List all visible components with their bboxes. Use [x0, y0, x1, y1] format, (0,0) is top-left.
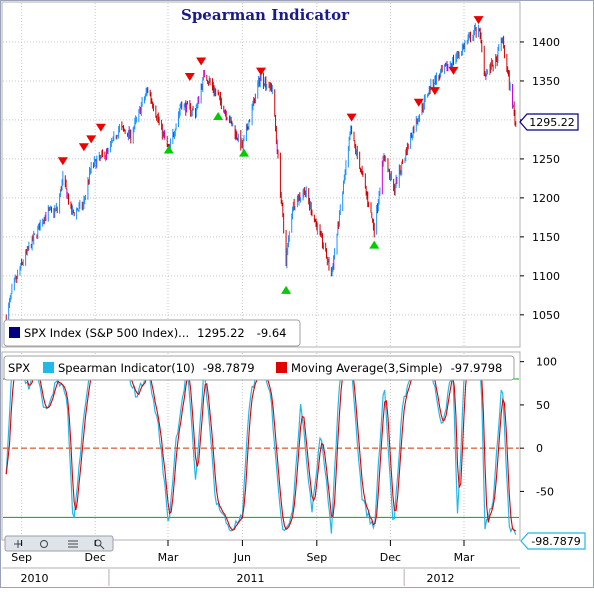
- price-legend-label: SPX Index (S&P 500 Index)... 1295.22 -9.64: [24, 326, 286, 340]
- price-legend[interactable]: SPX Index (S&P 500 Index)... 1295.22 -9.64: [3, 319, 301, 347]
- sell-signal-marker: [78, 143, 89, 152]
- price-y-axis: 14001350130012501200115011001050: [520, 36, 560, 322]
- oscillator-legend[interactable]: SPX Spearman Indicator(10) -98.7879 Movin…: [3, 355, 515, 381]
- x-axis: Sep Dec Mar Jun Sep Dec Mar 2010 2011 2012: [2, 540, 520, 586]
- sell-signal-marker: [196, 57, 207, 66]
- x-year-label: 2010: [21, 572, 49, 585]
- ma-legend-swatch: [276, 362, 287, 373]
- price-candles: [5, 23, 517, 325]
- move-icon[interactable]: [40, 540, 48, 548]
- x-year-label: 2012: [427, 572, 455, 585]
- buy-signal-marker: [163, 145, 174, 154]
- buy-signal-marker: [281, 285, 292, 294]
- sell-signal-marker: [473, 16, 484, 25]
- osc-y-tick-label: 0: [536, 442, 543, 455]
- spearman-legend-swatch: [43, 362, 54, 373]
- price-y-tick-label: 1350: [532, 75, 560, 88]
- sell-signal-marker: [448, 66, 459, 75]
- price-tag-shape: [519, 113, 579, 131]
- x-month-label: Sep: [306, 551, 327, 564]
- sell-signal-marker: [57, 157, 68, 166]
- sell-signal-marker: [429, 87, 440, 96]
- price-last-value-tag: 1295.22: [519, 113, 579, 131]
- x-month-label: Mar: [454, 551, 475, 564]
- sell-signal-marker: [86, 135, 97, 144]
- oscillator-legend-prefix: SPX: [8, 361, 30, 375]
- spearman-legend-label: Spearman Indicator(10) -98.7879: [58, 361, 255, 375]
- x-year-label: 2011: [236, 572, 264, 585]
- buy-signal-marker: [213, 112, 224, 121]
- price-y-tick-label: 1200: [532, 192, 560, 205]
- signal-markers: [57, 16, 484, 294]
- buy-signal-marker: [369, 240, 380, 249]
- price-y-tick-label: 1250: [532, 153, 560, 166]
- oscillator-legend-box: [3, 355, 515, 381]
- sell-signal-marker: [413, 98, 424, 107]
- price-y-tick-label: 1400: [532, 36, 560, 49]
- price-last-value: 1295.22: [529, 116, 575, 129]
- oscillator-last-value-tag: -98.7879: [520, 532, 586, 550]
- oscillator-panel: 100 50 0 -50 -98.7879 SPX Spearman Indicato…: [1, 351, 586, 552]
- ma-legend-label: Moving Average(3,Simple) -97.9798: [291, 361, 502, 375]
- sell-signal-marker: [184, 73, 195, 82]
- x-month-label: Mar: [158, 551, 179, 564]
- oscillator-y-axis: 100 50 0 -50: [520, 356, 557, 498]
- price-legend-swatch: [9, 327, 20, 338]
- oscillator-last-value: -98.7879: [531, 535, 580, 548]
- x-month-label: Dec: [380, 551, 401, 564]
- chart-title: Spearman Indicator: [181, 6, 350, 24]
- osc-tag-shape: [520, 532, 586, 550]
- price-panel: Spearman Indicator 140013501300125012001…: [1, 1, 579, 348]
- sell-signal-marker: [95, 123, 106, 132]
- osc-y-tick-label: -50: [536, 485, 554, 498]
- list-icon[interactable]: [68, 540, 78, 548]
- sell-signal-marker: [256, 67, 266, 76]
- price-y-tick-label: 1150: [532, 231, 560, 244]
- sell-signal-marker: [346, 113, 357, 122]
- osc-y-tick-label: 100: [536, 356, 557, 369]
- add-icon[interactable]: [14, 540, 22, 548]
- x-month-label: Jun: [233, 551, 251, 564]
- price-y-tick-label: 1100: [532, 270, 560, 283]
- osc-y-tick-label: 50: [536, 399, 550, 412]
- price-y-tick-label: 1050: [532, 309, 560, 322]
- buy-signal-marker: [239, 148, 250, 157]
- x-month-label: Sep: [11, 551, 32, 564]
- toolbar-bg: [4, 535, 114, 552]
- chart-toolbar[interactable]: [4, 535, 114, 552]
- x-month-label: Dec: [85, 551, 106, 564]
- price-legend-box: [3, 319, 301, 347]
- price-plot-area: [1, 1, 521, 348]
